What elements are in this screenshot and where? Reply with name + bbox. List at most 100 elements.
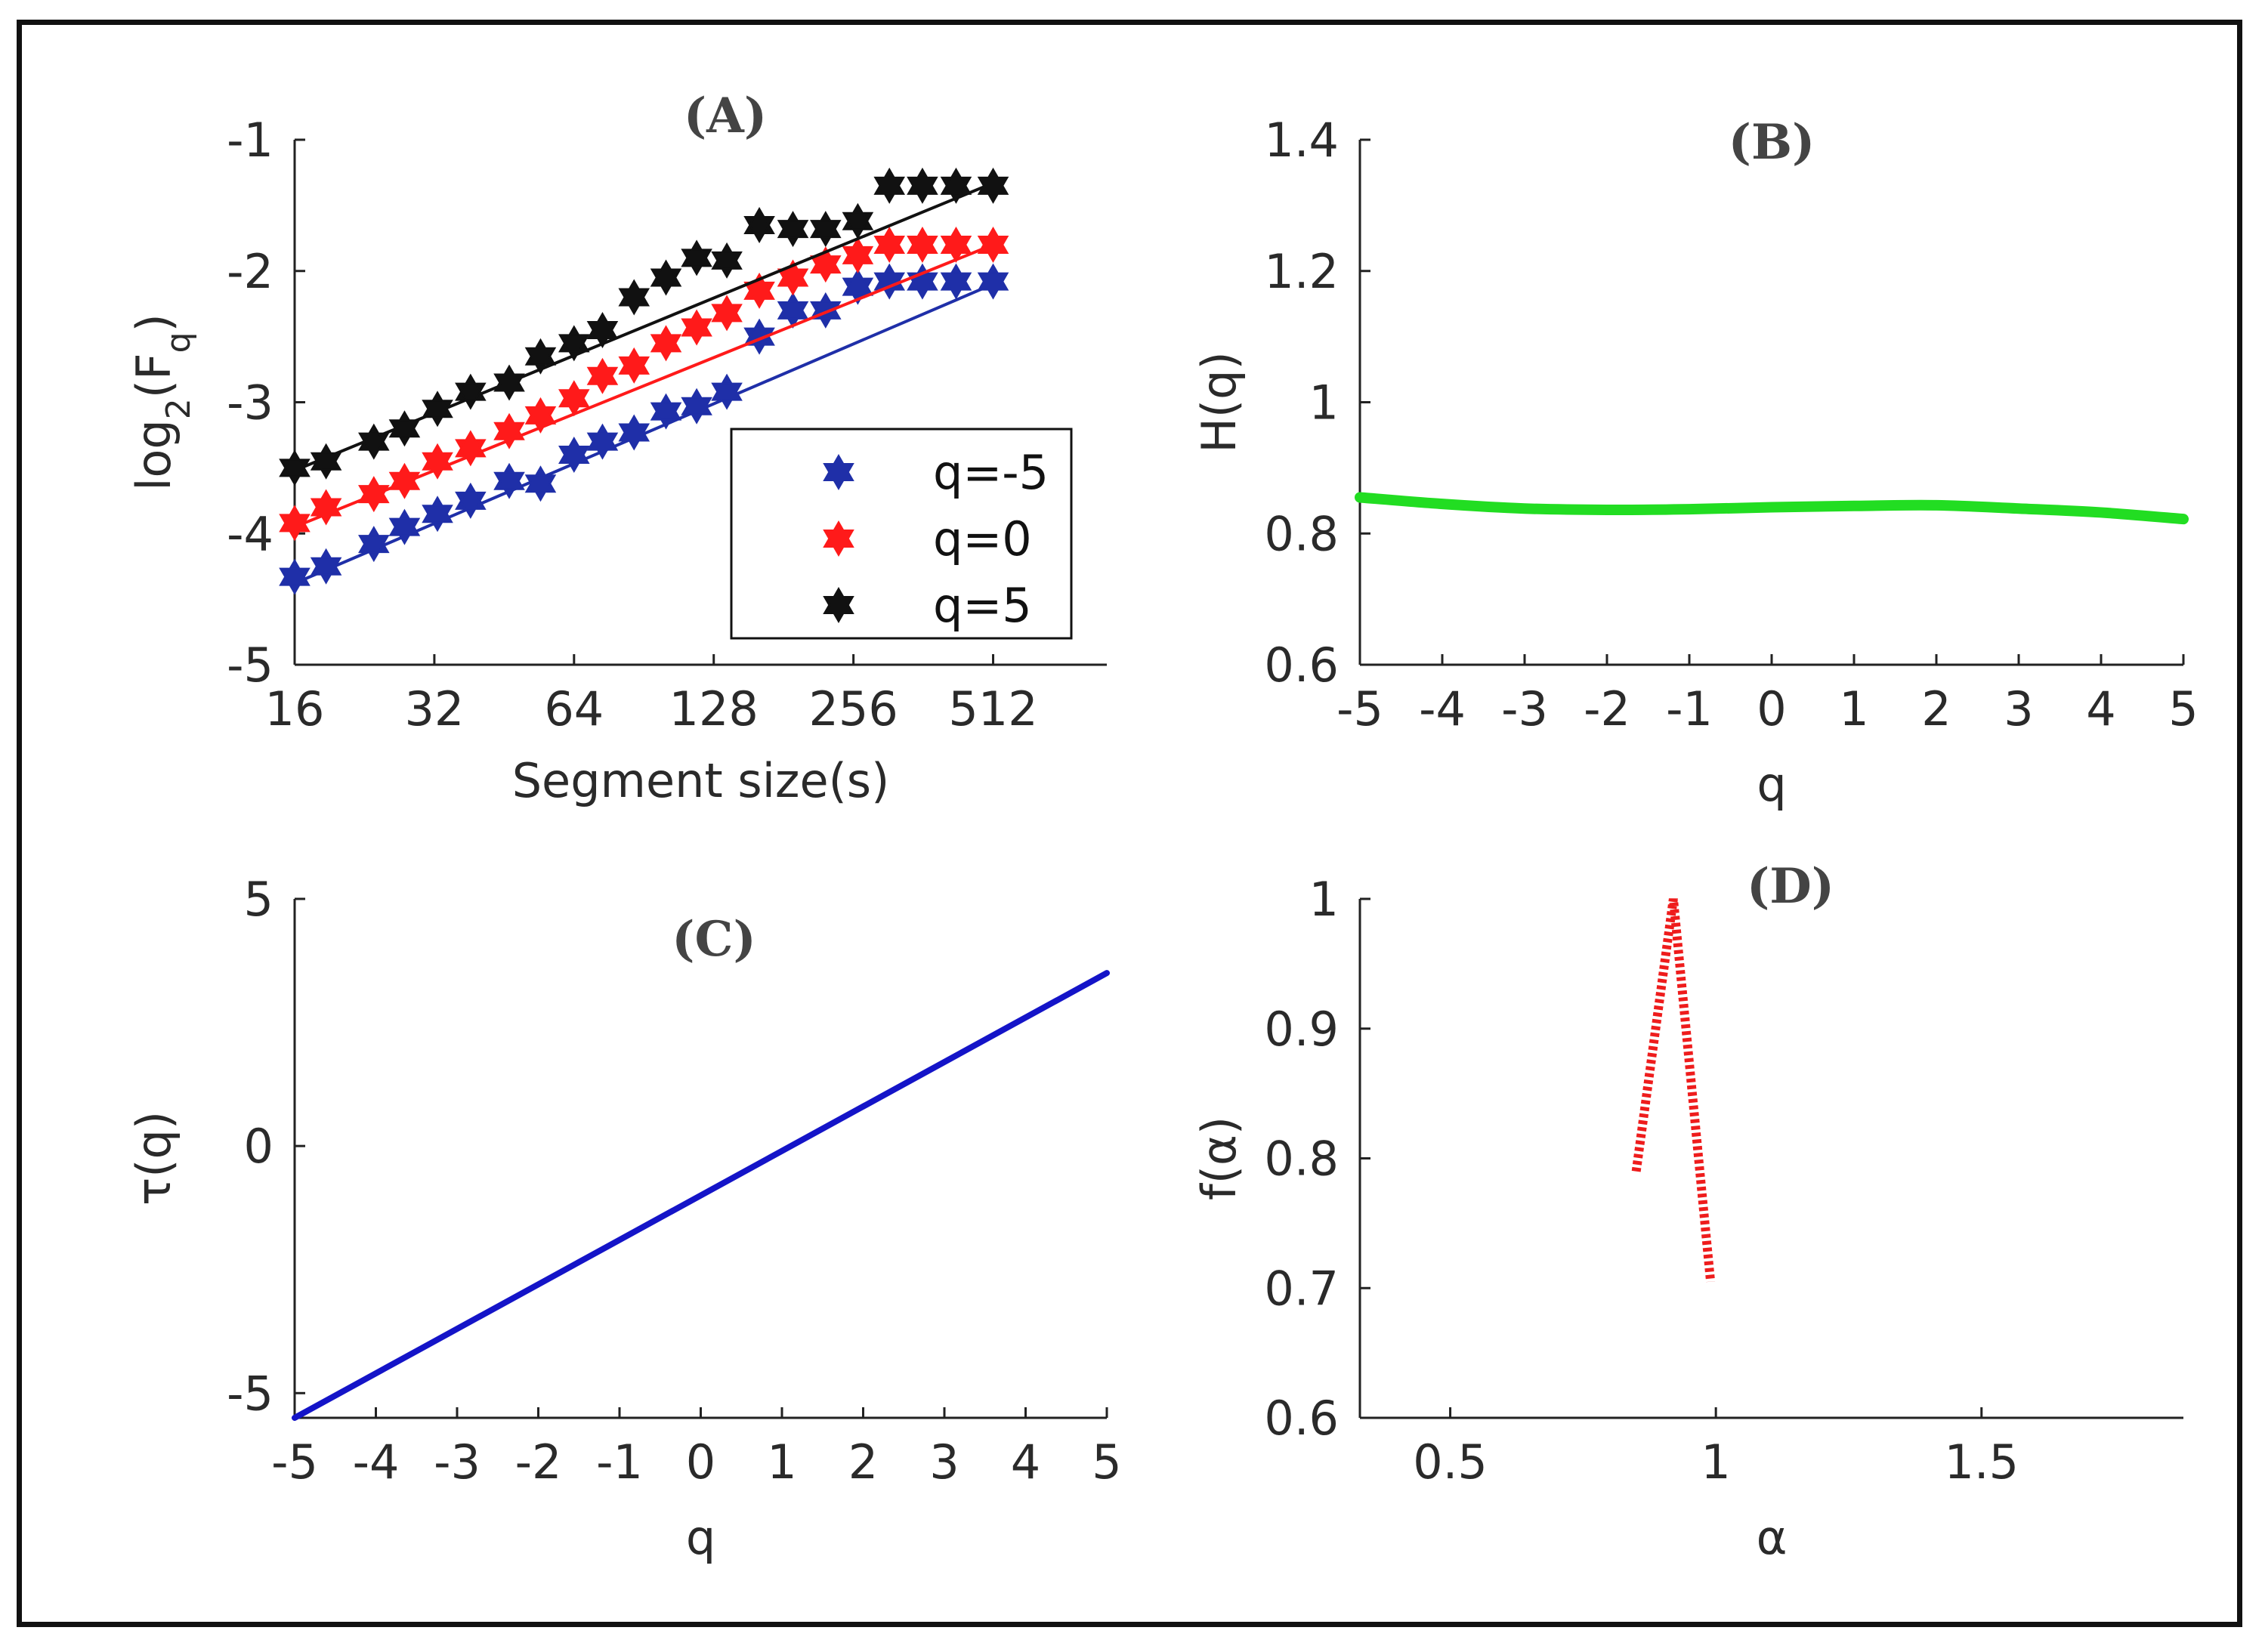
panel-b: -5 -4 -3 -2 -1 0 1 2 3 4 50.60.811.21.4 (B)qH(q) [1191, 113, 2199, 812]
data-point-q=-5 [524, 465, 557, 502]
data-point-q=-5 [279, 558, 311, 595]
data-point-q=0 [977, 227, 1009, 263]
data-point-q=5 [977, 167, 1009, 204]
x-tick-label: 1.5 [1944, 1434, 2019, 1490]
data-point-q=-5 [711, 373, 743, 410]
data-point-q=5 [455, 373, 487, 410]
panel-title: (A) [684, 88, 767, 144]
x-tick-label: 128 [669, 681, 759, 736]
y-tick-label: 1 [1309, 375, 1339, 431]
x-axis-label: Segment size(s) [512, 753, 890, 808]
panel-d: 0.5 1 1.5 1 0.9 0.8 0.7 0.6 (D) α f(α) [1191, 858, 2183, 1565]
data-point-q=0 [558, 380, 590, 417]
panel-c: -5 -4 -3 -2 -1 0 1 2 3 4 550-5(C)qτ(q) [126, 872, 1122, 1565]
data-point-q=-5 [455, 482, 487, 519]
legend-label: q=0 [933, 511, 1032, 567]
y-tick-label: 0.6 [1264, 1391, 1339, 1446]
y-tick-label: -4 [227, 506, 273, 561]
data-point-q=5 [279, 449, 311, 486]
data-point-q=5 [743, 206, 775, 243]
x-tick-label: 1 [1839, 681, 1868, 736]
figure-frame [17, 20, 2242, 1627]
y-tick-label: 1.4 [1264, 113, 1339, 168]
x-tick-label: -5 [1336, 681, 1383, 736]
series-line [292, 970, 1110, 1421]
data-point-q=0 [873, 227, 906, 263]
data-point-q=0 [711, 295, 743, 332]
y-axis-label: log2(Fq) [126, 313, 198, 491]
y-tick-label: 0.7 [1264, 1261, 1339, 1316]
y-tick-label: 0.8 [1264, 506, 1339, 561]
data-point-q=5 [586, 311, 619, 348]
y-axis-label: f(α) [1191, 1116, 1247, 1200]
data-point-q=5 [493, 364, 525, 401]
x-tick-label: -2 [515, 1434, 562, 1490]
x-axis-label: q [686, 1510, 715, 1565]
legend-marker [823, 453, 854, 491]
data-point-q=0 [493, 412, 525, 449]
x-tick-label: 3 [929, 1434, 959, 1490]
x-tick-label: 2 [848, 1434, 878, 1490]
x-tick-label: -2 [1584, 681, 1630, 736]
legend-box [730, 428, 1073, 640]
x-tick-label: 1 [767, 1434, 796, 1490]
legend-marker [823, 586, 854, 624]
y-axis-label: τ(q) [126, 1111, 181, 1206]
x-tick-label: -4 [353, 1434, 400, 1490]
data-point-q=5 [358, 423, 390, 460]
data-point-q=-5 [650, 393, 682, 430]
y-tick-label: -1 [227, 113, 273, 168]
y-tick-label: 1 [1309, 872, 1339, 927]
x-tick-label: -3 [1501, 681, 1548, 736]
data-point-q=0 [681, 309, 712, 346]
x-tick-label: -5 [271, 1434, 318, 1490]
data-point-q=-5 [940, 263, 972, 300]
x-tick-label: 5 [2168, 681, 2198, 736]
panel-title: (B) [1729, 114, 1815, 171]
data-point-q=-5 [618, 414, 650, 451]
panel-a: 16 32 64 128 256 512 -1 -2 -3 -4 -5 (A) Segment size… [126, 88, 1107, 808]
data-point-q=-5 [388, 508, 421, 545]
data-point-q=5 [524, 338, 557, 375]
x-axis-label: α [1757, 1510, 1788, 1565]
panel-title: (C) [672, 911, 756, 968]
data-point-q=0 [586, 357, 619, 394]
x-tick-label: 2 [1921, 681, 1951, 736]
x-tick-label: 0 [686, 1434, 715, 1490]
legend-marker [823, 520, 854, 557]
y-tick-label: 0.6 [1264, 638, 1339, 693]
data-point-q=0 [940, 227, 972, 263]
y-tick-label: 0.9 [1264, 1002, 1339, 1057]
data-point-q=5 [650, 259, 682, 296]
data-point-q=-5 [681, 388, 712, 425]
x-axis-label: q [1757, 757, 1786, 812]
data-point-q=5 [940, 167, 972, 204]
data-point-q=0 [842, 236, 874, 273]
y-tick-label: -5 [227, 1366, 273, 1421]
x-tick-label: 3 [2004, 681, 2033, 736]
x-tick-label: 0 [1757, 681, 1786, 736]
data-point-q=5 [310, 443, 342, 480]
data-point-q=5 [711, 242, 743, 279]
x-tick-label: 4 [1011, 1434, 1040, 1490]
x-tick-label: 4 [2086, 681, 2115, 736]
x-tick-label: -1 [596, 1434, 643, 1490]
data-point-q=5 [681, 239, 712, 276]
x-tick-label: 0.5 [1413, 1434, 1488, 1490]
legend-label: q=-5 [933, 445, 1049, 500]
data-point-q=-5 [558, 437, 590, 473]
data-point-q=-5 [810, 292, 842, 329]
x-tick-label: 64 [544, 681, 604, 736]
y-tick-label: -2 [227, 244, 273, 299]
data-point-q=-5 [358, 526, 390, 563]
x-tick-label: 5 [1092, 1434, 1121, 1490]
x-tick-label: 512 [948, 681, 1037, 736]
data-point-q=5 [907, 167, 938, 204]
data-point-q=0 [422, 443, 453, 480]
data-point-q=5 [810, 211, 842, 248]
data-point-q=-5 [586, 423, 619, 460]
x-tick-label: -1 [1666, 681, 1713, 736]
y-tick-label: -5 [227, 638, 273, 693]
data-point-q=-5 [977, 263, 1009, 300]
